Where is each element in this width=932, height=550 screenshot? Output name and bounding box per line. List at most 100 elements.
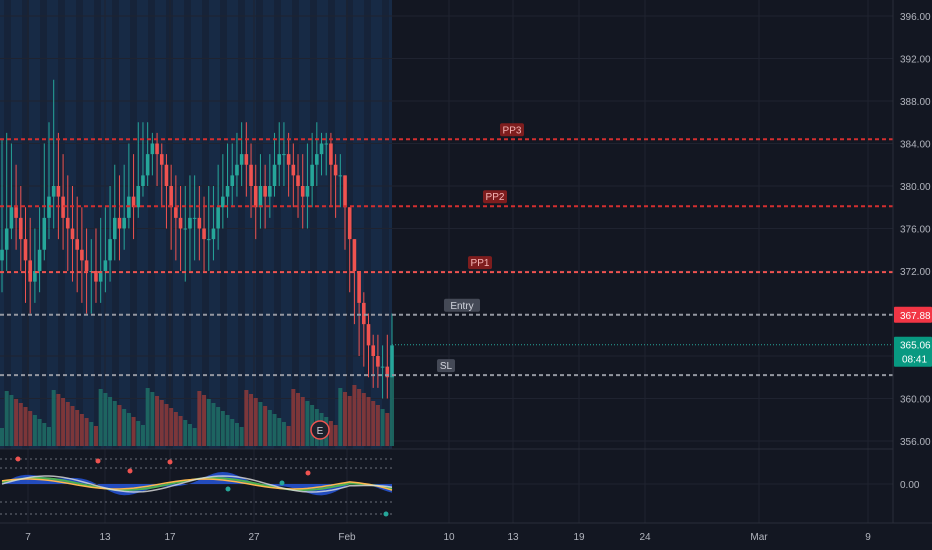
candle-body[interactable]	[112, 217, 117, 240]
candle-body[interactable]	[117, 217, 122, 229]
oscillator-area	[2, 472, 392, 496]
volume-bar	[98, 389, 103, 446]
candle-body[interactable]	[174, 207, 178, 218]
volume-bar	[42, 423, 47, 446]
candle-body[interactable]	[357, 271, 361, 303]
candle-body[interactable]	[164, 164, 169, 186]
candle-body[interactable]	[319, 143, 324, 155]
candle-body[interactable]	[221, 196, 225, 208]
candle-body[interactable]	[80, 249, 84, 261]
candle-body[interactable]	[244, 154, 249, 165]
candle-body[interactable]	[206, 239, 211, 241]
candle-body[interactable]	[343, 175, 347, 208]
candle-body[interactable]	[253, 186, 258, 208]
svg-text:365.06: 365.06	[900, 341, 931, 352]
candle-body[interactable]	[263, 186, 267, 197]
candle-body[interactable]	[277, 154, 282, 165]
candle-body[interactable]	[376, 356, 380, 367]
candle-body[interactable]	[61, 196, 65, 218]
candle-body[interactable]	[47, 196, 51, 218]
candle-body[interactable]	[249, 164, 253, 186]
candle-body[interactable]	[18, 217, 23, 240]
candle-body[interactable]	[42, 217, 47, 250]
candle-body[interactable]	[216, 207, 220, 229]
candle-body[interactable]	[286, 154, 291, 165]
candle-body[interactable]	[65, 217, 70, 229]
candlestick-series[interactable]	[0, 79, 394, 399]
candle-body[interactable]	[366, 324, 371, 346]
candle-body[interactable]	[329, 143, 333, 165]
candle-body[interactable]	[239, 154, 244, 165]
candle-body[interactable]	[296, 175, 300, 186]
candle-body[interactable]	[380, 366, 385, 368]
candle-body[interactable]	[155, 143, 159, 155]
candle-body[interactable]	[56, 186, 61, 197]
candle-body[interactable]	[4, 228, 9, 250]
candle-body[interactable]	[9, 207, 14, 229]
candle-body[interactable]	[385, 366, 390, 378]
candle-body[interactable]	[258, 186, 263, 208]
candle-body[interactable]	[94, 271, 98, 282]
time-tick-label: Feb	[338, 532, 356, 543]
candle-body[interactable]	[310, 164, 314, 186]
candle-body[interactable]	[37, 249, 42, 271]
candle-body[interactable]	[127, 196, 131, 218]
candle-body[interactable]	[390, 345, 394, 378]
candle-body[interactable]	[33, 271, 37, 282]
candle-body[interactable]	[84, 260, 89, 271]
candle-body[interactable]	[371, 345, 376, 356]
candle-body[interactable]	[315, 154, 319, 165]
candle-body[interactable]	[183, 228, 188, 230]
earnings-event-marker[interactable]: E	[310, 420, 330, 440]
time-tick-label: 10	[443, 532, 455, 543]
level-label-pp3: PP3	[500, 123, 524, 137]
candle-body[interactable]	[362, 302, 366, 325]
candle-body[interactable]	[70, 228, 75, 240]
candle-body[interactable]	[75, 239, 79, 250]
candle-body[interactable]	[333, 164, 338, 176]
candle-body[interactable]	[272, 164, 277, 186]
candle-body[interactable]	[51, 186, 56, 197]
candle-body[interactable]	[141, 175, 145, 186]
volume-bar	[234, 423, 239, 446]
candle-body[interactable]	[23, 239, 28, 261]
candle-body[interactable]	[14, 207, 18, 218]
candle-body[interactable]	[131, 196, 136, 208]
candle-body[interactable]	[145, 154, 150, 176]
time-axis[interactable]: 7 13 17 27 Feb 10 13 19 24 Mar 9	[25, 532, 871, 543]
candle-body[interactable]	[0, 249, 4, 261]
candle-body[interactable]	[291, 164, 296, 176]
candle-body[interactable]	[305, 186, 310, 197]
candle-body[interactable]	[268, 186, 272, 197]
candle-body[interactable]	[150, 143, 155, 155]
candle-body[interactable]	[352, 239, 357, 271]
candle-body[interactable]	[98, 271, 103, 282]
candle-body[interactable]	[159, 154, 164, 165]
candle-body[interactable]	[197, 217, 202, 229]
oscillator-signal-dot	[279, 480, 285, 486]
candle-body[interactable]	[178, 217, 183, 229]
candle-body[interactable]	[230, 175, 235, 186]
candle-body[interactable]	[282, 154, 286, 156]
candle-body[interactable]	[169, 186, 173, 208]
candle-body[interactable]	[122, 217, 126, 229]
candle-body[interactable]	[300, 186, 305, 197]
oscillator-signal-dot	[127, 468, 133, 474]
volume-bar	[89, 422, 94, 446]
candle-body[interactable]	[211, 228, 216, 240]
candle-body[interactable]	[347, 207, 352, 240]
candle-body[interactable]	[338, 175, 343, 177]
highlight-stripe	[58, 0, 65, 449]
candle-body[interactable]	[28, 260, 32, 282]
candle-body[interactable]	[136, 186, 141, 208]
candle-body[interactable]	[235, 164, 239, 176]
candle-body[interactable]	[188, 217, 192, 229]
candle-body[interactable]	[103, 260, 108, 271]
candle-body[interactable]	[192, 217, 197, 219]
candle-body[interactable]	[108, 239, 112, 261]
candle-body[interactable]	[324, 143, 329, 145]
volume-bar	[281, 422, 286, 446]
candle-body[interactable]	[225, 186, 230, 197]
candle-body[interactable]	[202, 228, 206, 240]
